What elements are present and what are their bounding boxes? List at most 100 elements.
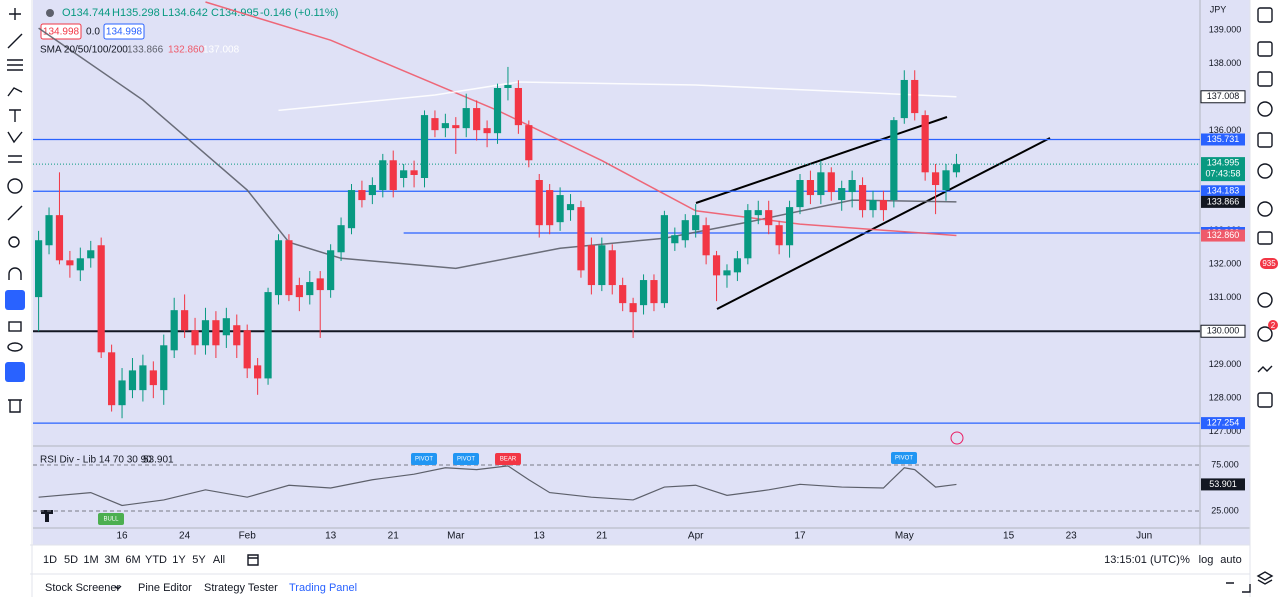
hide-tool[interactable] bbox=[7, 342, 23, 352]
zoom-tool[interactable] bbox=[8, 236, 20, 248]
level-tag: 127.254 bbox=[1207, 417, 1240, 427]
trend-line[interactable] bbox=[695, 116, 948, 204]
candle-body bbox=[921, 115, 929, 173]
y-tick-label: 75.000 bbox=[1211, 459, 1239, 469]
timeframe-button[interactable]: All bbox=[213, 554, 225, 566]
candle-body bbox=[306, 282, 314, 296]
candle-body bbox=[201, 320, 210, 346]
buy-button[interactable] bbox=[103, 23, 145, 40]
sell-button[interactable] bbox=[40, 23, 82, 40]
panel-controls[interactable] bbox=[1226, 582, 1251, 593]
chats-icon[interactable] bbox=[1257, 231, 1273, 245]
candle-body bbox=[733, 258, 742, 273]
scale-auto[interactable]: auto bbox=[1220, 554, 1241, 566]
timeframe-button[interactable]: 1D bbox=[43, 554, 57, 566]
timeframe-button[interactable]: 1Y bbox=[172, 554, 186, 566]
candle-body bbox=[285, 240, 293, 296]
timeframe-button[interactable]: YTD bbox=[145, 554, 167, 566]
pattern-tool[interactable] bbox=[7, 87, 23, 97]
chart-area bbox=[33, 0, 1250, 545]
sma-legend: SMA 20/50/100/200 bbox=[40, 45, 128, 56]
y-tick-label: 131.000 bbox=[1209, 292, 1242, 302]
streams-icon[interactable] bbox=[1257, 201, 1273, 217]
candle-body bbox=[587, 245, 595, 286]
ideas-icon[interactable] bbox=[1257, 163, 1273, 179]
calendar-icon[interactable] bbox=[1257, 132, 1273, 148]
candle-body bbox=[108, 352, 116, 406]
candle-body bbox=[890, 120, 898, 201]
goto-date[interactable] bbox=[247, 554, 259, 566]
candle-body bbox=[838, 188, 846, 201]
candle-body bbox=[222, 318, 230, 336]
shapes-tool[interactable] bbox=[7, 131, 23, 144]
rsi-tag-box bbox=[1201, 478, 1245, 491]
candle-body bbox=[316, 278, 324, 291]
candle-body bbox=[118, 380, 126, 406]
delete-tool[interactable] bbox=[8, 399, 22, 413]
timeframe-button[interactable]: 5Y bbox=[192, 554, 206, 566]
ruler-tool[interactable] bbox=[7, 205, 23, 221]
text-tool[interactable] bbox=[9, 109, 21, 122]
candle-body bbox=[671, 235, 679, 244]
candle-body bbox=[869, 200, 877, 211]
data-window-icon[interactable] bbox=[1257, 71, 1273, 87]
watchlist-icon[interactable] bbox=[1257, 7, 1273, 23]
candle-body bbox=[692, 215, 700, 231]
ohlc-change: -0.146 (+0.11%) bbox=[260, 7, 338, 19]
scale-percent[interactable]: % bbox=[1180, 554, 1190, 566]
layers-icon[interactable] bbox=[1256, 571, 1274, 585]
trading-icon[interactable] bbox=[1257, 365, 1273, 373]
timeframe-button[interactable]: 5D bbox=[64, 554, 78, 566]
tab[interactable]: Pine Editor bbox=[138, 582, 192, 594]
trend-line-tool[interactable] bbox=[7, 33, 23, 49]
candle-body bbox=[149, 370, 157, 386]
stay-in-drawing[interactable] bbox=[5, 290, 25, 310]
icons-tool[interactable] bbox=[7, 178, 23, 194]
broadcast-icon[interactable] bbox=[1257, 292, 1273, 308]
timeframe-button[interactable]: 1M bbox=[83, 554, 98, 566]
timeframe-button[interactable]: 3M bbox=[104, 554, 119, 566]
x-tick-label: 23 bbox=[1066, 531, 1078, 542]
candle-body bbox=[931, 172, 940, 186]
tab[interactable]: Strategy Tester bbox=[204, 582, 278, 594]
y-tick-label: 136.000 bbox=[1209, 125, 1242, 135]
candle-body bbox=[504, 84, 512, 88]
tab[interactable]: Trading Panel bbox=[289, 582, 357, 594]
candle-body bbox=[337, 225, 345, 253]
fib-tool[interactable] bbox=[7, 59, 23, 71]
candle-body bbox=[535, 180, 543, 226]
candle-body bbox=[97, 245, 105, 353]
candle-body bbox=[681, 220, 689, 241]
candle-body bbox=[347, 190, 356, 229]
lock-tool[interactable] bbox=[8, 321, 22, 332]
spread: 0.0 bbox=[86, 27, 100, 38]
hotlist-icon[interactable] bbox=[1257, 101, 1273, 117]
measure-tool[interactable] bbox=[8, 155, 22, 163]
level-tag: 135.731 bbox=[1207, 134, 1240, 144]
crosshair-tool[interactable] bbox=[9, 8, 21, 20]
dom-icon[interactable] bbox=[1257, 392, 1273, 408]
timeframe-button[interactable]: 6M bbox=[125, 554, 140, 566]
y-tick-label: 129.000 bbox=[1209, 359, 1242, 369]
sync-tool[interactable] bbox=[5, 362, 25, 382]
candle-body bbox=[410, 170, 418, 175]
candle-body bbox=[170, 310, 178, 351]
candle-body bbox=[55, 215, 64, 261]
sell-price[interactable]: 134.998 bbox=[43, 27, 80, 38]
level-tag-box bbox=[1201, 417, 1245, 430]
magnet-tool[interactable] bbox=[8, 267, 22, 280]
event-icon[interactable] bbox=[950, 431, 964, 445]
left-toolbar bbox=[5, 8, 25, 413]
buy-price[interactable]: 134.998 bbox=[106, 27, 143, 38]
candle-body bbox=[87, 250, 95, 259]
tab-menu[interactable] bbox=[114, 585, 122, 590]
candle-body bbox=[546, 190, 554, 226]
trend-line[interactable] bbox=[716, 137, 1051, 310]
alerts-icon[interactable] bbox=[1257, 41, 1273, 57]
notifications-icon[interactable] bbox=[1257, 326, 1273, 342]
signal-box bbox=[891, 452, 917, 464]
tab[interactable]: Stock Screener bbox=[45, 582, 121, 594]
candle-body bbox=[952, 164, 961, 173]
y-tick-label: 128.000 bbox=[1209, 393, 1242, 403]
scale-log[interactable]: log bbox=[1199, 554, 1214, 566]
